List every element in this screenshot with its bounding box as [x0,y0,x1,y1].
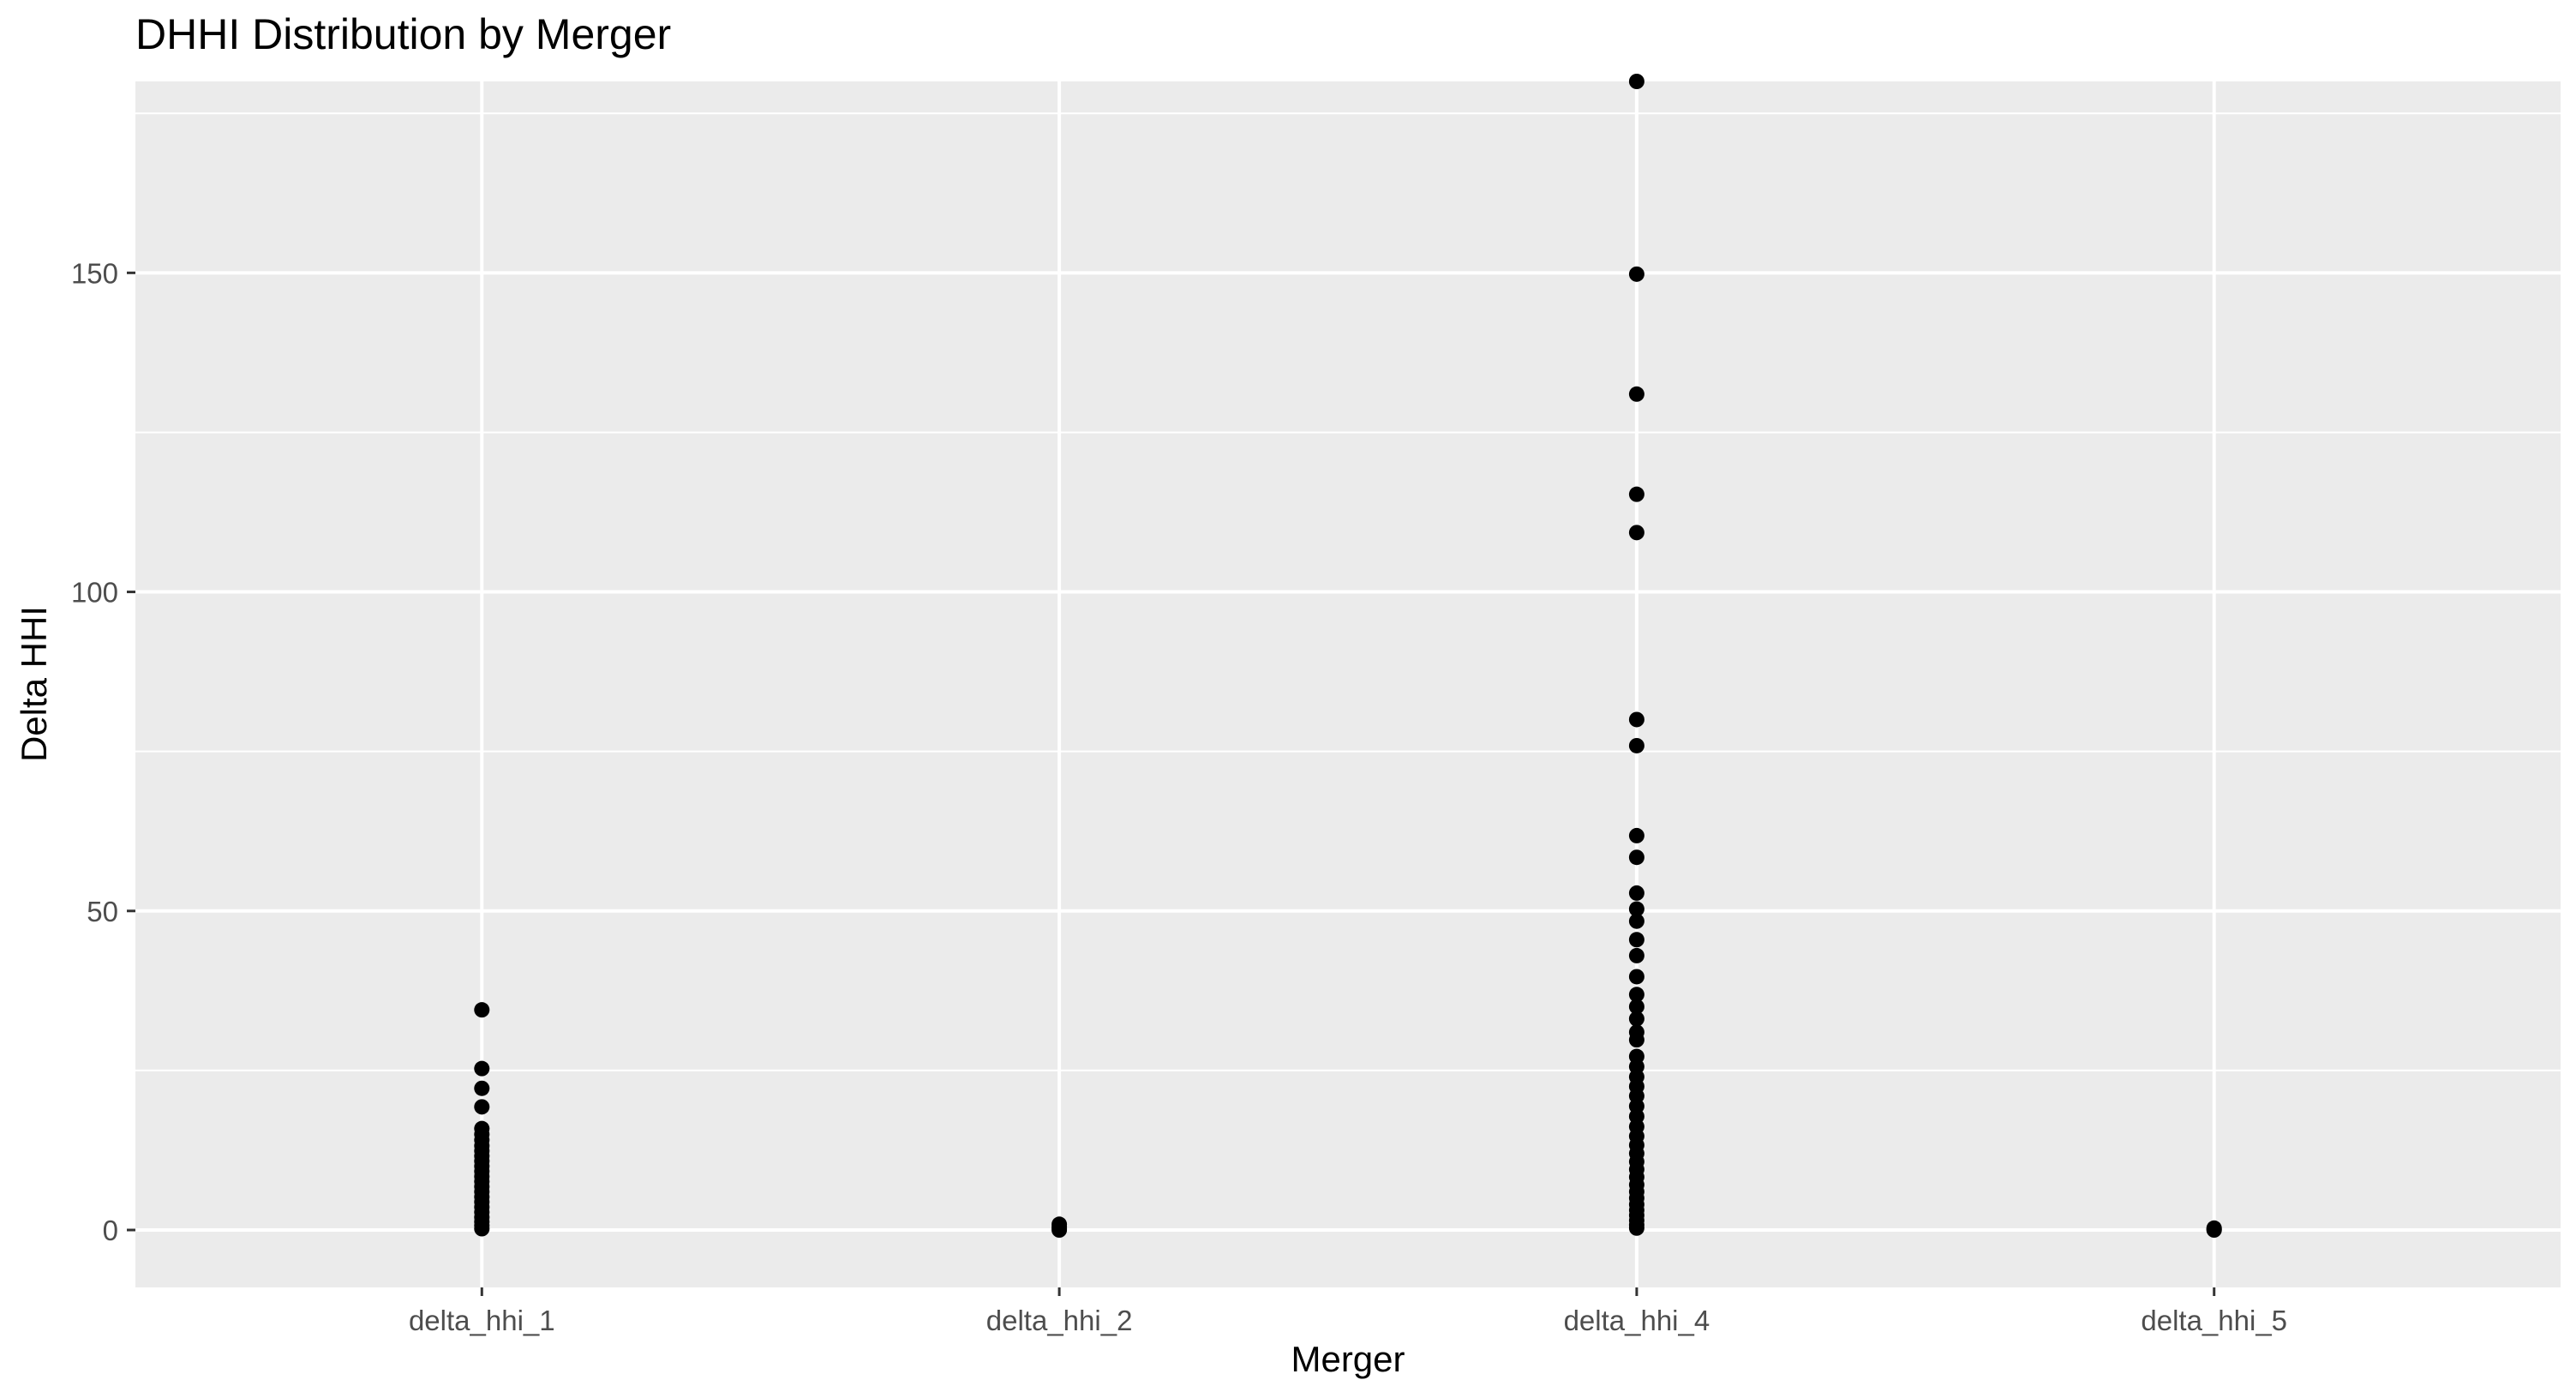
x-tick-label: delta_hhi_1 [409,1305,555,1336]
data-point [474,1221,490,1237]
data-point [1628,386,1644,402]
data-point [1628,987,1644,1003]
plot-panel [135,81,2561,1287]
minor-gridlines [135,112,2561,1071]
data-point [1628,969,1644,985]
chart-title: DHHI Distribution by Merger [135,10,671,58]
data-point [1628,486,1644,502]
data-point [1628,1032,1644,1048]
data-point [1628,885,1644,901]
data-point [474,1060,490,1077]
y-tick-label: 0 [103,1215,118,1246]
data-point [1628,737,1644,753]
data-point [1628,525,1644,541]
y-tick-label: 100 [71,577,118,609]
data-point [1628,999,1644,1015]
x-tick-label: delta_hhi_4 [1564,1305,1710,1336]
data-point [2206,1222,2222,1238]
data-point [1628,1220,1644,1236]
x-axis-ticks: delta_hhi_1 delta_hhi_2 delta_hhi_4 delta_h… [409,1287,2287,1336]
y-tick-label: 50 [87,896,118,927]
y-axis-title: Delta HHI [14,606,54,762]
data-point [474,1080,490,1096]
y-axis-ticks: 0 50 100 150 [71,257,135,1246]
data-point [474,1099,490,1115]
data-point [1628,711,1644,728]
x-axis-title: Merger [1291,1339,1405,1379]
data-point [1628,266,1644,282]
x-tick-label: delta_hhi_5 [2141,1305,2287,1336]
data-point [1628,1011,1644,1027]
data-points [474,74,2222,1238]
data-point [1628,74,1644,89]
data-point [1628,827,1644,843]
data-point [474,1002,490,1018]
data-point [1628,913,1644,929]
data-point [1628,849,1644,866]
x-tick-label: delta_hhi_2 [986,1305,1133,1336]
data-point [1628,901,1644,917]
y-tick-label: 150 [71,257,118,289]
data-point [1628,932,1644,948]
data-point [1628,947,1644,963]
data-point [1051,1222,1068,1238]
